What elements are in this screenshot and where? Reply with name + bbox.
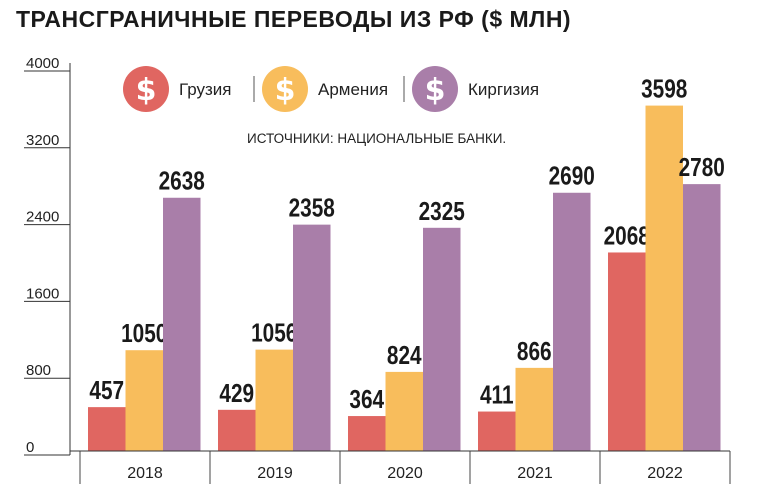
y-tick-label-2: 1600 — [26, 285, 59, 302]
data-label-2020-2: 824 — [387, 341, 422, 370]
bar-2022-2 — [645, 105, 683, 451]
bar-2018-1 — [88, 407, 126, 451]
data-label-2018-2: 1050 — [121, 319, 167, 348]
legend-dollar-coin-icon-2 — [262, 66, 308, 112]
bar-2020-1 — [348, 416, 386, 451]
bar-2019-1 — [218, 409, 256, 451]
data-label-2018-3: 2638 — [159, 167, 205, 196]
bar-2019-3 — [293, 224, 331, 451]
bar-2020-3 — [423, 227, 461, 451]
data-label-2018-1: 457 — [89, 376, 124, 405]
bar-2021-2 — [515, 367, 553, 451]
x-axis: 2018 2019 2020 2021 2022 — [70, 450, 731, 484]
data-label-2020-1: 364 — [349, 385, 384, 414]
bar-2018-2 — [125, 350, 163, 451]
legend-dollar-sign-3: $ — [425, 73, 446, 108]
y-tick-label-1: 800 — [26, 362, 51, 379]
bar-2020-2 — [385, 371, 423, 451]
x-label-2020: 2020 — [387, 465, 423, 482]
x-label-2021: 2021 — [517, 465, 553, 482]
y-tick-label-0: 0 — [26, 439, 34, 456]
data-label-2019-3: 2358 — [289, 193, 335, 222]
legend-dollar-coin-icon-1 — [123, 66, 169, 112]
bar-2021-3 — [553, 192, 591, 451]
source-note: ИСТОЧНИКИ: НАЦИОНАЛЬНЫЕ БАНКИ. — [247, 131, 507, 146]
data-label-2020-3: 2325 — [419, 197, 465, 226]
y-tick-label-4: 3200 — [26, 132, 59, 149]
y-axis: 0 800 1600 2400 3200 4000 — [24, 55, 71, 456]
x-label-2018: 2018 — [127, 465, 163, 482]
legend-dollar-sign-1: $ — [136, 73, 157, 108]
bar-2021-1 — [478, 411, 516, 451]
data-label-2021-2: 866 — [517, 337, 552, 366]
data-label-2019-2: 1056 — [251, 318, 297, 347]
chart-title: ТРАНСГРАНИЧНЫЕ ПЕРЕВОДЫ ИЗ РФ ($ МЛН) — [16, 6, 572, 32]
bar-2019-2 — [255, 349, 293, 451]
data-label-2022-1: 2068 — [604, 221, 650, 250]
legend-label-1: Грузия — [179, 80, 232, 99]
legend-dollar-sign-2: $ — [275, 73, 296, 108]
data-label-2022-2: 3598 — [641, 74, 687, 103]
data-label-2019-1: 429 — [219, 379, 254, 408]
data-label-2021-1: 411 — [480, 380, 514, 409]
data-label-2022-3: 2780 — [679, 153, 725, 182]
bar-2022-1 — [608, 252, 646, 451]
x-label-2022: 2022 — [647, 465, 683, 482]
y-tick-label-5: 4000 — [26, 55, 59, 72]
legend-label-2: Армения — [318, 80, 388, 99]
legend: $ Грузия $ Армения $ Киргизия — [123, 66, 539, 112]
legend-dollar-coin-icon-3 — [412, 66, 458, 112]
legend-label-3: Киргизия — [468, 80, 539, 99]
y-tick-label-3: 2400 — [26, 209, 59, 226]
bar-2018-3 — [163, 197, 201, 451]
bar-2022-3 — [683, 184, 721, 451]
data-label-2021-3: 2690 — [549, 162, 595, 191]
x-label-2019: 2019 — [257, 465, 293, 482]
